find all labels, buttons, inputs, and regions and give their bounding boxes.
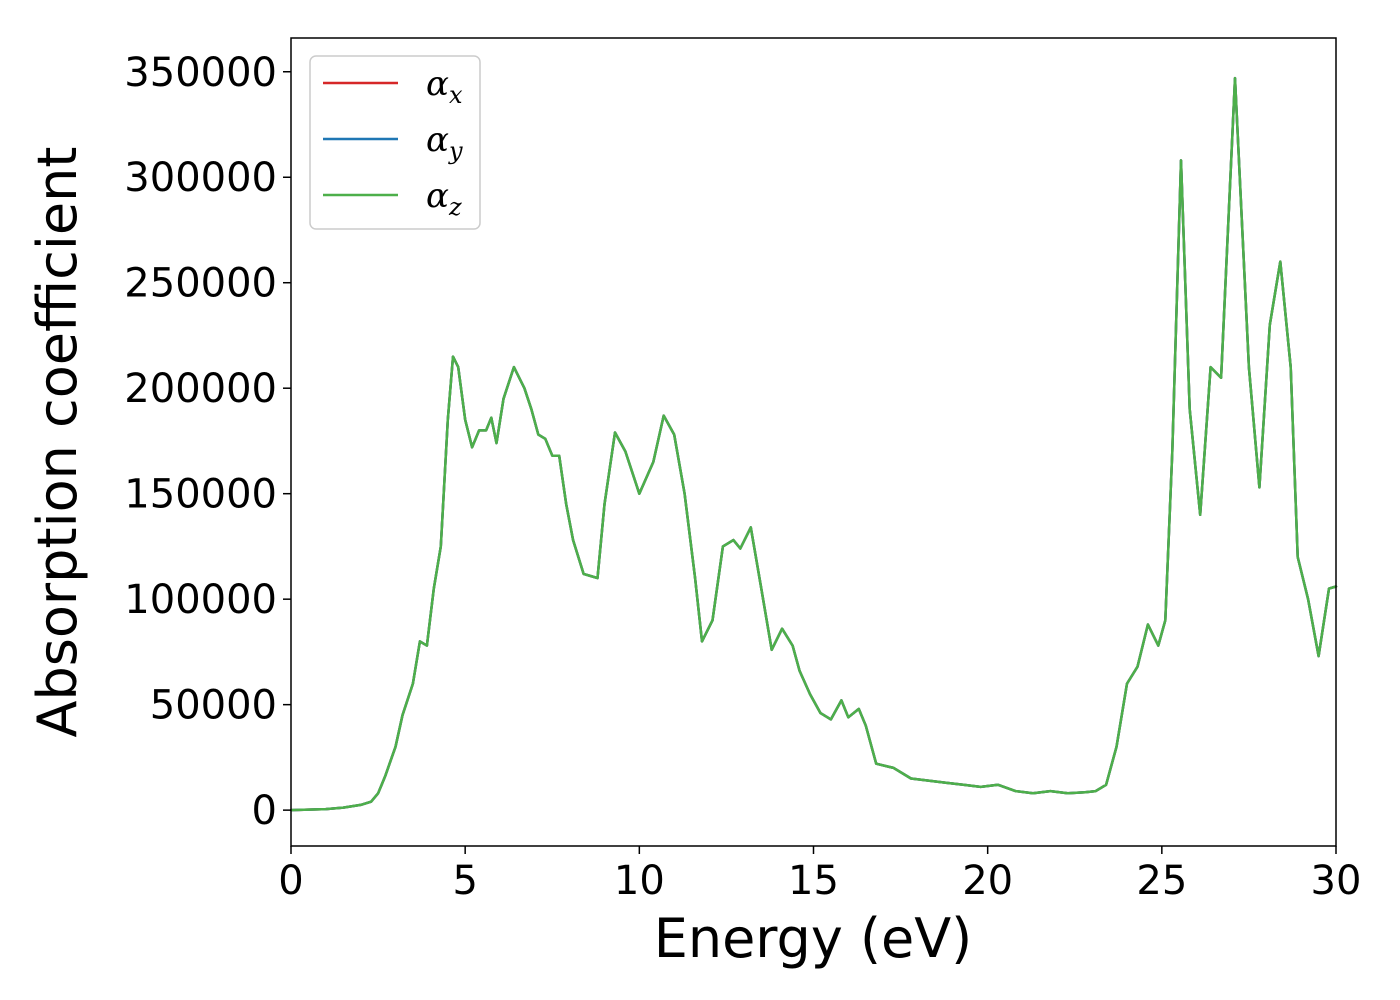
legend-label: αy	[426, 120, 463, 165]
series-line-3	[289, 76, 1338, 812]
x-tick-label: 15	[788, 858, 839, 904]
legend-subscript: z	[448, 193, 462, 221]
y-tick-label: 250000	[124, 261, 277, 307]
legend-symbol: α	[426, 176, 449, 216]
x-tick-label: 10	[614, 858, 665, 904]
legend-symbol: α	[426, 120, 449, 160]
x-tick-label: 20	[962, 858, 1013, 904]
x-tick-label: 0	[278, 858, 303, 904]
y-tick-label: 200000	[124, 366, 277, 412]
y-axis-ticks: 0 50000 100000 150000 200000 250000 300000 3500…	[124, 50, 291, 834]
x-tick-label: 30	[1311, 858, 1362, 904]
legend-symbol: α	[426, 64, 449, 104]
y-tick-label: 150000	[124, 472, 277, 518]
y-tick-label: 0	[252, 788, 277, 834]
y-tick-label: 50000	[150, 683, 277, 729]
y-axis-title: Absorption coefficient	[26, 147, 89, 738]
x-tick-label: 5	[452, 858, 477, 904]
legend-subscript: x	[449, 81, 463, 109]
y-tick-label: 300000	[124, 155, 277, 201]
legend-subscript: y	[448, 137, 463, 165]
y-tick-label: 100000	[124, 577, 277, 623]
series-layer	[289, 76, 1338, 812]
x-axis-ticks: 0 5 10 15 20 25 30	[278, 846, 1361, 904]
legend-label: αx	[426, 64, 463, 109]
legend-box	[309, 55, 481, 230]
x-tick-label: 25	[1136, 858, 1187, 904]
legend-label: αz	[426, 176, 462, 221]
y-tick-label: 350000	[124, 50, 277, 96]
x-axis-title: Energy (eV)	[654, 907, 973, 970]
